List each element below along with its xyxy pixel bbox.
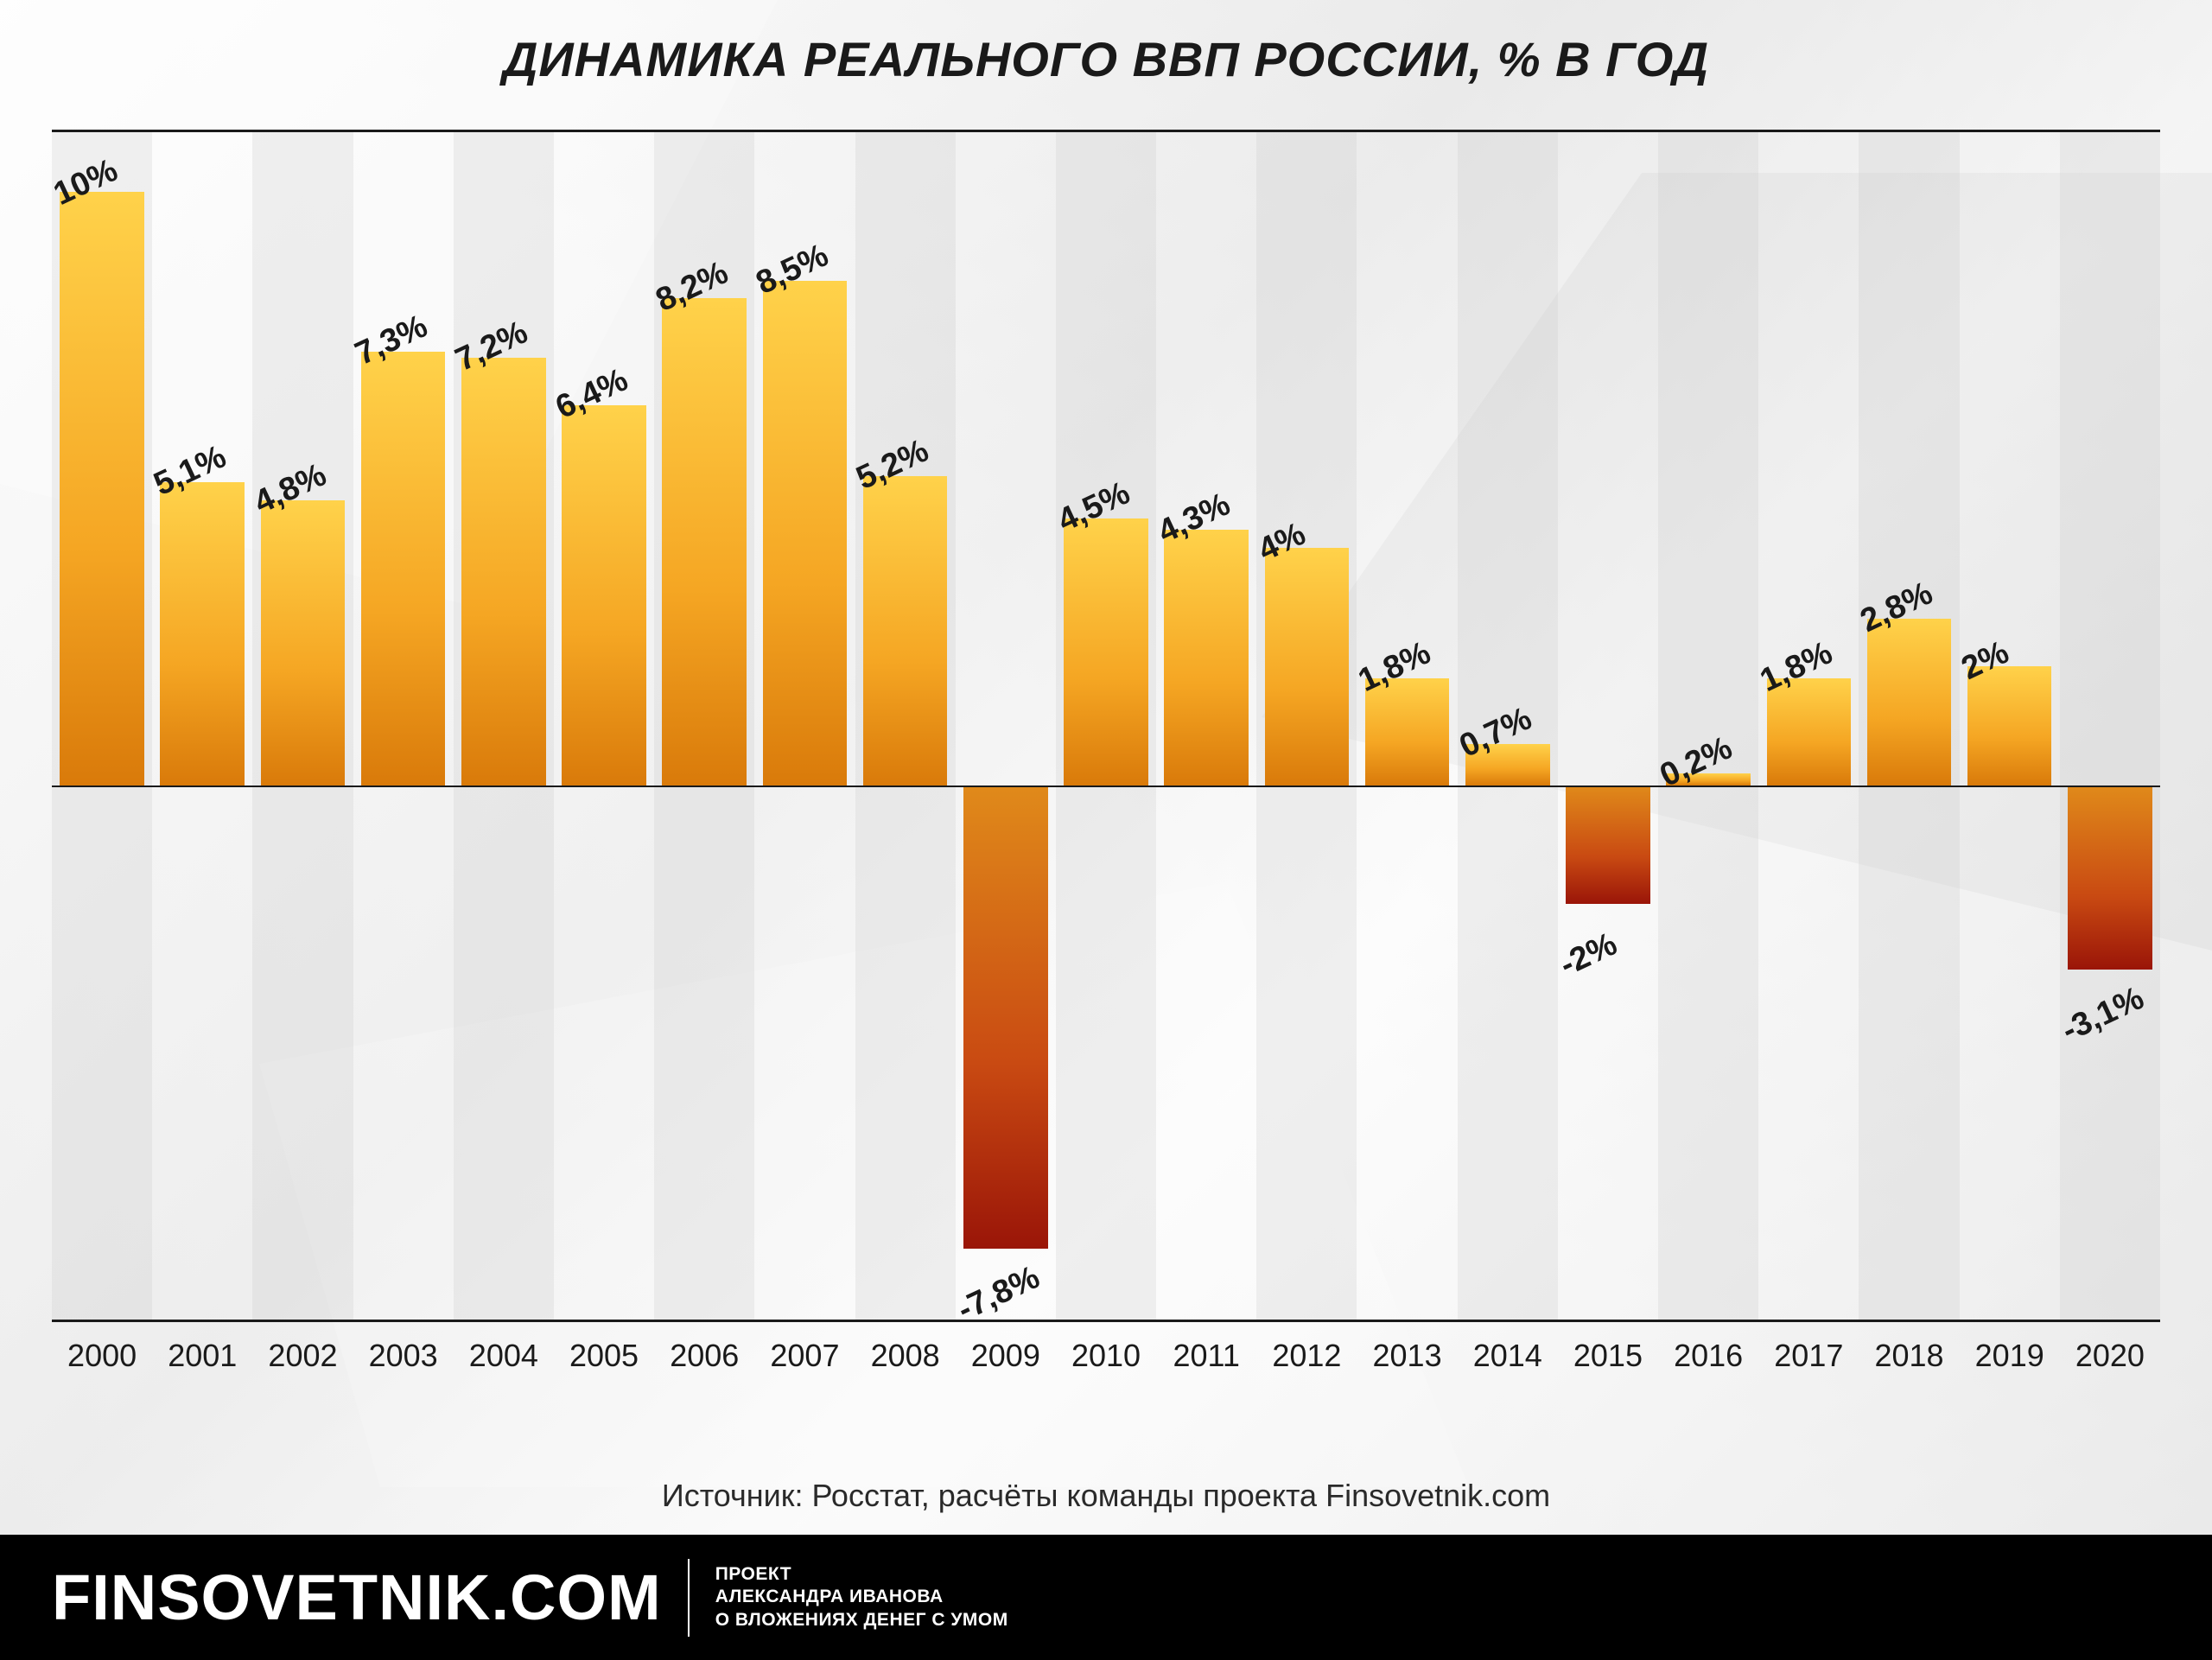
x-axis-label: 2007 — [754, 1338, 855, 1374]
bar — [1064, 518, 1148, 785]
page: ДИНАМИКА РЕАЛЬНОГО ВВП РОССИИ, % В ГОД 1… — [0, 0, 2212, 1660]
x-axis-label: 2020 — [2060, 1338, 2160, 1374]
bar-slot: 8,5% — [754, 132, 855, 1320]
bar-slot: 8,2% — [654, 132, 754, 1320]
bar-slot: -7,8% — [956, 132, 1056, 1320]
x-axis-label: 2018 — [1859, 1338, 1959, 1374]
bar — [60, 192, 144, 785]
bg-stripe — [1558, 132, 1658, 1320]
zero-baseline — [52, 785, 2160, 787]
bar-slot: 7,2% — [454, 132, 554, 1320]
plot-area: 10%5,1%4,8%7,3%7,2%6,4%8,2%8,5%5,2%-7,8%… — [52, 130, 2160, 1322]
bar-slot: -2% — [1558, 132, 1658, 1320]
bar-slot: 2% — [1960, 132, 2060, 1320]
x-axis-label: 2015 — [1558, 1338, 1658, 1374]
bar — [160, 482, 245, 785]
bar — [662, 298, 747, 785]
bar-slot: 0,2% — [1658, 132, 1758, 1320]
footer-divider — [688, 1559, 690, 1637]
bar-slot: 4,3% — [1156, 132, 1256, 1320]
x-axis-label: 2001 — [152, 1338, 252, 1374]
bar — [461, 358, 546, 785]
bars-container: 10%5,1%4,8%7,3%7,2%6,4%8,2%8,5%5,2%-7,8%… — [52, 132, 2160, 1320]
bar — [863, 476, 948, 785]
x-axis-label: 2014 — [1458, 1338, 1558, 1374]
chart-area: 10%5,1%4,8%7,3%7,2%6,4%8,2%8,5%5,2%-7,8%… — [52, 130, 2160, 1391]
bg-stripe — [1658, 132, 1758, 1320]
bar-slot: 4,8% — [252, 132, 353, 1320]
bar — [1265, 548, 1350, 785]
x-axis-label: 2004 — [454, 1338, 554, 1374]
x-axis-label: 2010 — [1056, 1338, 1156, 1374]
bar — [963, 785, 1048, 1249]
x-axis-label: 2019 — [1960, 1338, 2060, 1374]
bar — [562, 405, 646, 785]
bar — [763, 281, 848, 785]
bg-stripe — [2060, 132, 2160, 1320]
bar-slot: 4,5% — [1056, 132, 1156, 1320]
x-axis-label: 2008 — [855, 1338, 956, 1374]
x-axis-label: 2017 — [1758, 1338, 1859, 1374]
x-axis-label: 2009 — [956, 1338, 1056, 1374]
bar-slot: 2,8% — [1859, 132, 1959, 1320]
bar — [361, 352, 446, 785]
x-axis-label: 2016 — [1658, 1338, 1758, 1374]
bar-slot: 1,8% — [1357, 132, 1457, 1320]
source-text: Источник: Росстат, расчёты команды проек… — [0, 1478, 2212, 1514]
bar-slot: 4% — [1256, 132, 1357, 1320]
bar — [1967, 666, 2052, 785]
bar — [261, 500, 346, 785]
bar — [2068, 785, 2152, 970]
x-axis-label: 2012 — [1256, 1338, 1357, 1374]
x-axis-label: 2006 — [654, 1338, 754, 1374]
x-axis-label: 2002 — [252, 1338, 353, 1374]
bar-slot: 5,2% — [855, 132, 956, 1320]
bar-slot: 7,3% — [353, 132, 454, 1320]
x-axis-label: 2000 — [52, 1338, 152, 1374]
bar — [1867, 619, 1952, 785]
bar — [1566, 785, 1650, 904]
bar — [1164, 530, 1249, 785]
x-axis-label: 2013 — [1357, 1338, 1457, 1374]
bar-slot: 0,7% — [1458, 132, 1558, 1320]
x-axis-label: 2005 — [554, 1338, 654, 1374]
footer: FINSOVETNIK.COM ПРОЕКТ АЛЕКСАНДРА ИВАНОВ… — [0, 1535, 2212, 1660]
x-axis-label: 2011 — [1156, 1338, 1256, 1374]
x-axis-label: 2003 — [353, 1338, 454, 1374]
bar-slot: -3,1% — [2060, 132, 2160, 1320]
x-axis: 2000200120022003200420052006200720082009… — [52, 1331, 2160, 1391]
bar-slot: 10% — [52, 132, 152, 1320]
chart-title: ДИНАМИКА РЕАЛЬНОГО ВВП РОССИИ, % В ГОД — [0, 31, 2212, 87]
bar-slot: 6,4% — [554, 132, 654, 1320]
footer-subtitle: ПРОЕКТ АЛЕКСАНДРА ИВАНОВА О ВЛОЖЕНИЯХ ДЕ… — [715, 1563, 1008, 1631]
footer-brand: FINSOVETNIK.COM — [52, 1561, 662, 1634]
bar-slot: 1,8% — [1758, 132, 1859, 1320]
bar-slot: 5,1% — [152, 132, 252, 1320]
